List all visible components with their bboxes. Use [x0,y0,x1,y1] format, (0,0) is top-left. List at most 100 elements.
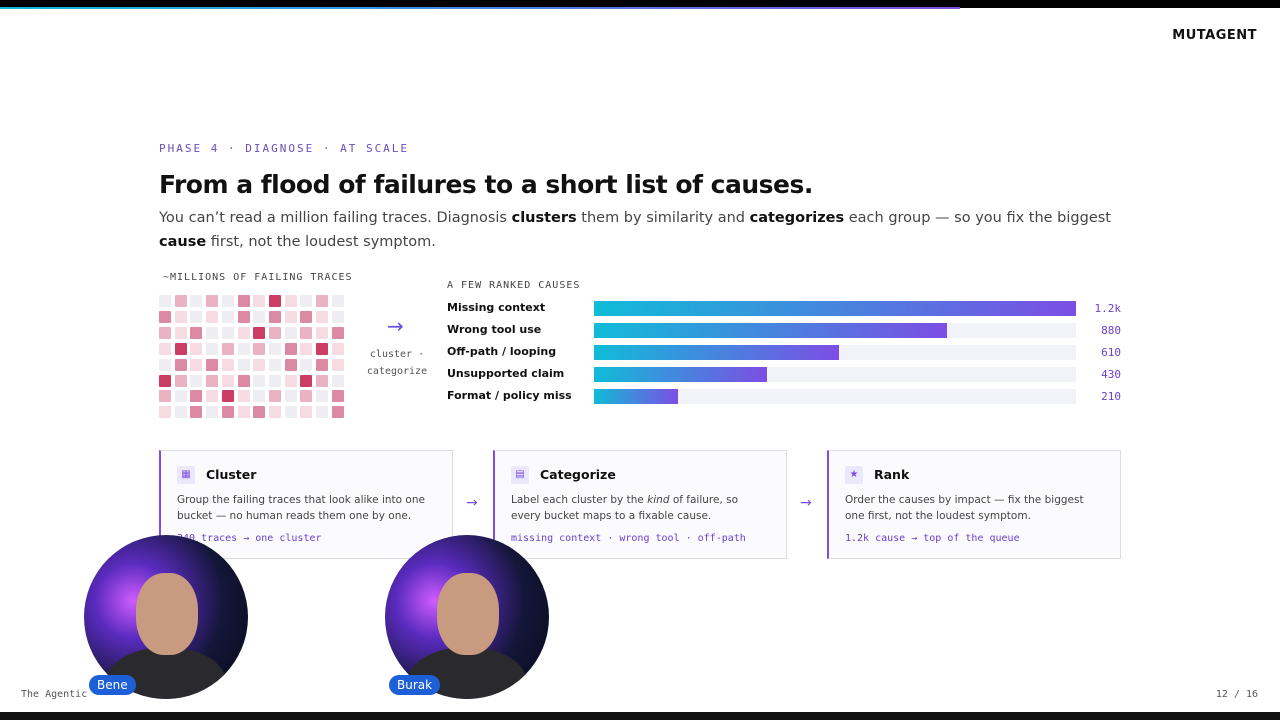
trace-cell [221,310,234,323]
trace-cell [331,358,344,371]
trace-cell [237,390,250,403]
trace-cell [221,295,234,307]
trace-cell [300,406,313,419]
trace-cell [284,342,297,355]
bar [594,301,1076,316]
trace-cell [316,358,328,371]
bar-track [594,345,1076,360]
trace-cell [316,326,328,339]
trace-cell [206,295,219,307]
trace-cell [206,326,219,339]
trace-cell [331,310,344,323]
trace-cell [206,310,219,323]
trace-cell [174,326,187,339]
trace-cell [206,342,219,355]
trace-cell [284,390,297,403]
top-bar [0,0,1280,8]
value-label: 880 [1101,324,1121,337]
card-title: Categorize [540,467,616,482]
trace-cell [300,374,313,387]
trace-cell [284,326,297,339]
card-body: Label each cluster by the kind of failur… [511,493,766,524]
chart-title: A FEW RANKED CAUSES [447,280,581,291]
footer-left: The Agentic [21,689,88,700]
bar [594,345,840,360]
trace-cell [253,342,266,355]
trace-cell [190,342,203,355]
trace-cell [174,295,187,307]
trace-cell [190,406,203,419]
traces-label: ~MILLIONS OF FAILING TRACES [163,272,353,283]
step-card: ★ Rank Order the causes by impact — fix th… [827,450,1121,559]
text-segment: first, not the loudest symptom. [206,233,436,250]
trace-cell [300,310,313,323]
trace-cell [268,374,281,387]
title: From a flood of failures to a short list… [159,170,813,199]
text-segment: cause [159,233,207,250]
trace-cell [159,295,171,307]
trace-cell [237,358,250,371]
card-footer: missing context · wrong tool · off-path [511,533,746,544]
person-face [136,573,198,655]
trace-cell [316,295,328,307]
bottom-bar [0,712,1280,720]
trace-cell [190,310,203,323]
trace-cell [174,406,187,419]
trace-cell [174,358,187,371]
bar-track [594,323,1076,338]
trace-cell [268,390,281,403]
trace-cell [206,390,219,403]
category-label: Format / policy miss [447,389,572,402]
card-footer: 240 traces → one cluster [177,533,322,544]
name-pill: Burak [389,675,441,695]
trace-cell [221,406,234,419]
trace-cell [174,390,187,403]
card-arrow: → [466,495,478,511]
value-label: 210 [1101,390,1121,403]
trace-cell [300,342,313,355]
trace-cell [237,342,250,355]
trace-cell [159,326,171,339]
trace-cell [253,326,266,339]
trace-cell [300,326,313,339]
card-icon: ▦ [177,466,195,484]
trace-cell [159,406,171,419]
bar [594,389,679,404]
trace-cell [190,295,203,307]
card-icon: ★ [845,466,863,484]
bar-track [594,301,1076,316]
step-card: ▦ Cluster Group the failing traces that lo… [159,450,453,559]
value-label: 430 [1101,368,1121,381]
person-face [437,573,499,655]
trace-cell [159,390,171,403]
trace-cell [331,326,344,339]
trace-cell [284,358,297,371]
trace-cell [206,374,219,387]
trace-cell [221,374,234,387]
trace-cell [331,406,344,419]
trace-cell [253,374,266,387]
trace-cell [237,326,250,339]
text-segment: clusters [511,210,577,226]
value-label: 610 [1101,346,1121,359]
trace-cell [190,326,203,339]
trace-cell [268,310,281,323]
trace-cell [190,390,203,403]
text-segment: You can’t read a million failing traces.… [159,210,512,226]
trace-cell [221,390,234,403]
trace-cell [284,406,297,419]
trace-cell [331,342,344,355]
name-pill: Bene [89,675,136,695]
trace-cell [331,374,344,387]
trace-cell [221,342,234,355]
trace-cell [316,390,328,403]
trace-cell [316,342,328,355]
trace-cell [174,310,187,323]
flow-label: cluster · categorize [366,349,428,377]
card-body: Group the failing traces that look alike… [177,493,432,524]
video-tile [385,535,549,699]
value-label: 1.2k [1094,302,1122,315]
trace-cell [159,358,171,371]
trace-cell [190,358,203,371]
